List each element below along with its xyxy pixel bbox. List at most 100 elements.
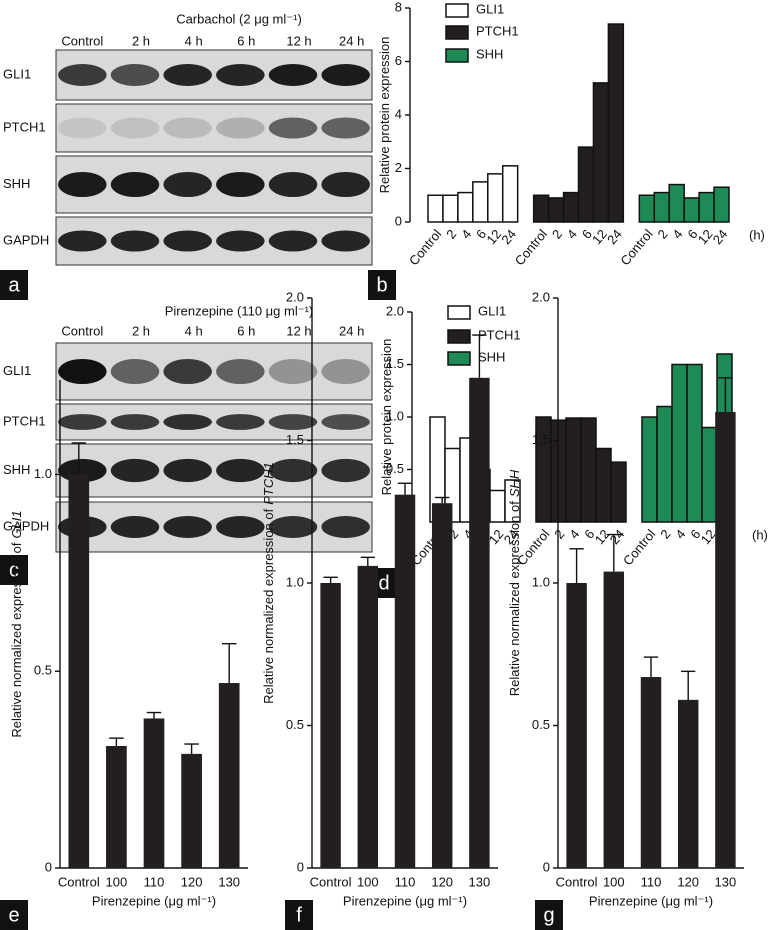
panel-letter-box [535,900,563,930]
lane-label: 4 h [185,33,203,48]
y-axis-label-gene: PTCH1 [261,462,276,505]
blot-strip [55,155,373,214]
blot-band [58,358,107,385]
row-label: GAPDH [3,232,49,247]
blot-band [268,171,318,198]
y-axis-label-gene: GLI1 [9,510,24,538]
blot-strip [55,403,373,441]
y-axis-label: Relative normalized expression of PTCH1 [261,462,276,704]
lane-label: 24 h [339,33,364,48]
x-tick-label: 120 [181,874,203,889]
bar [442,194,459,223]
blot-band [268,458,318,483]
blot-band [163,171,212,198]
blot-band [163,358,212,385]
lane-label: 6 h [237,33,255,48]
x-tick-label: 100 [603,874,625,889]
panel-letter: a [8,274,20,296]
blot-band [216,414,265,430]
blot-band [58,171,107,198]
blot-strip [55,216,373,266]
x-tick-label: 4 [672,526,688,541]
bar [603,571,625,868]
blot-band [58,117,107,139]
blot-band [163,414,212,430]
y-tick-label: 0 [395,213,402,228]
blot-band [110,64,160,86]
x-tick-label: 4 [669,226,685,241]
y-tick-label: 6 [395,53,402,68]
bar [653,191,670,223]
bar [487,173,504,223]
x-tick-label: 4 [458,226,474,241]
x-tick-label: 2 [549,226,565,241]
blot-band [110,117,160,139]
bar [565,417,582,523]
x-tick-label: 2 [551,526,567,541]
bar [595,447,612,523]
blot-band [163,117,212,139]
lane-label: 24 h [339,323,364,338]
row-label: SHH [3,176,30,191]
x-tick-label: 2 [657,526,673,541]
x-tick-label: 110 [641,874,662,889]
x-tick-label: 120 [431,874,453,889]
x-tick-label: 2 [655,226,671,241]
x-tick-label: 100 [357,874,379,889]
bar [547,197,565,223]
bar [592,82,610,223]
blot-band [268,117,318,139]
y-tick-label: 4 [395,106,402,121]
y-tick-label: 0.5 [386,461,404,476]
x-tick-label: Control [310,874,352,889]
blot-band [163,230,212,252]
bar [504,479,521,523]
panel-letter-box [368,270,396,300]
blot-band [216,117,265,139]
blot-title: Carbachol (2 μg ml⁻¹) [176,11,302,26]
row-label: PTCH1 [3,119,46,134]
x-tick-label: 4 [564,226,580,241]
panel-letter-box [0,555,28,585]
legend-label: GLI1 [476,1,504,16]
blot-band [321,117,370,139]
blot-strip [55,443,373,498]
bar [677,699,699,868]
y-tick-label: 2.0 [386,303,404,318]
bar [489,489,506,523]
y-tick-label: 1.5 [386,356,404,371]
bar [469,377,490,868]
bar [698,191,715,223]
blot-title: Pirenzepine (110 μg ml⁻¹) [165,303,314,318]
y-tick-label: 0.5 [286,717,304,732]
panel-letter-box [285,900,313,930]
bar [562,191,580,223]
bar [68,474,90,868]
row-label: SHH [3,462,30,477]
y-tick-label: 2.0 [286,289,304,304]
blot-band [58,414,107,430]
x-tick-label: 4 [566,526,582,541]
blot-band [163,458,212,483]
x-tick-label: Control [406,226,444,268]
blot-band [321,516,370,538]
x-unit: (h) [752,527,768,542]
x-axis-label: Pirenzepine (μg ml⁻¹) [589,893,713,908]
blot-band [216,458,265,483]
y-tick-label: 0.5 [34,663,52,678]
legend-label: PTCH1 [476,23,519,38]
bar [701,426,718,523]
blot-band [216,358,265,385]
legend-label: GLI1 [478,303,506,318]
x-tick-label: Control [617,226,656,268]
y-axis-label: Relative protein expression [377,37,392,194]
y-axis-label: Relative protein expression [379,339,394,496]
x-tick-label: 100 [106,874,128,889]
x-tick-label: Control [58,874,100,889]
y-axis-label-text: Relative protein expression [377,37,392,194]
lane-label: 12 h [286,323,311,338]
y-axis-label: Relative normalized expression of GLI1 [9,510,24,737]
blot-strip [55,501,373,553]
y-tick-label: 1.0 [532,574,550,589]
y-tick-label: 1.0 [286,574,304,589]
